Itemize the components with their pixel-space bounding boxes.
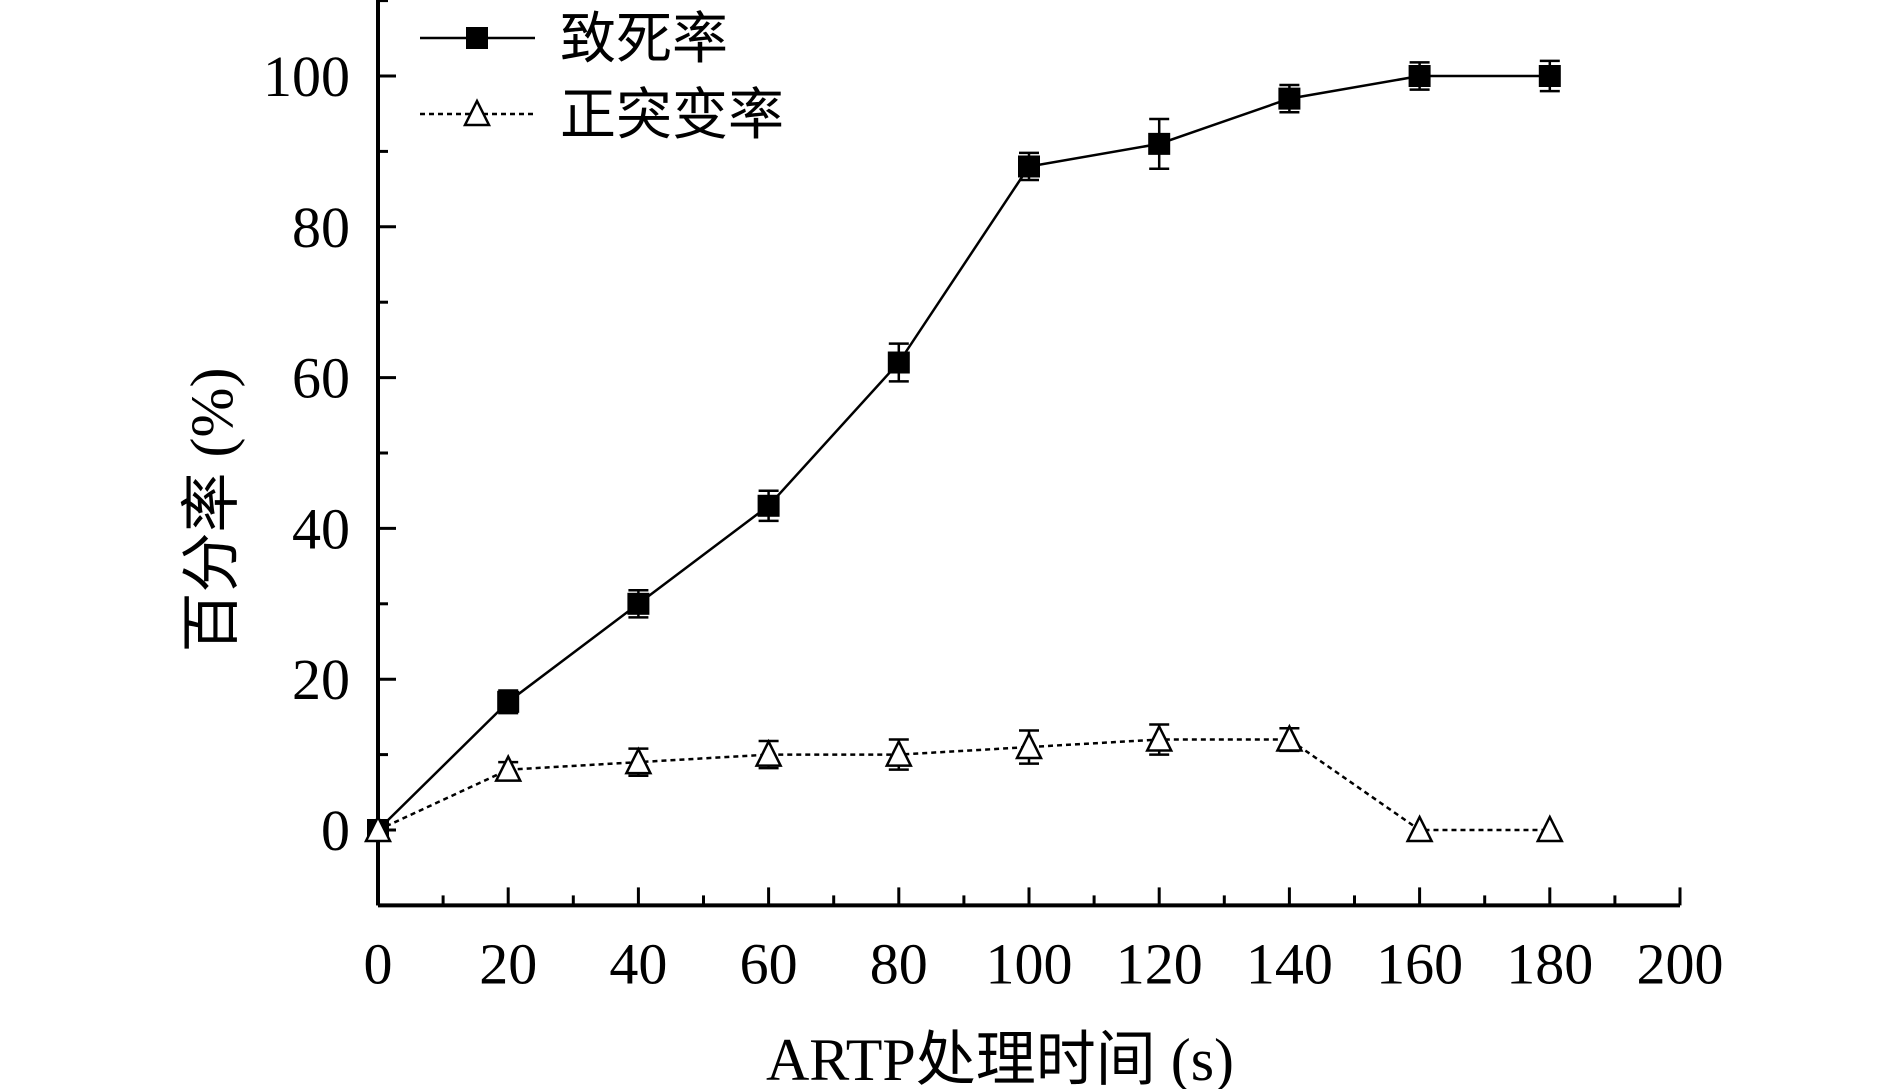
data-point [624, 746, 653, 775]
data-point [363, 814, 393, 843]
series-line [377, 738, 1550, 832]
y-tick-label: 100 [263, 44, 350, 109]
data-point [1405, 814, 1434, 843]
y-tick-label: 40 [292, 496, 350, 561]
data-point [494, 753, 523, 782]
legend-marker [462, 98, 492, 127]
data-point [757, 494, 780, 517]
x-tick-label: 140 [1246, 931, 1333, 996]
data-point [887, 351, 910, 374]
y-tick-label: 80 [292, 195, 350, 260]
data-point [754, 738, 783, 767]
x-tick-label: 160 [1376, 931, 1463, 996]
x-tick-label: 60 [740, 931, 798, 996]
y-axis-label: 百分率 (%) [179, 368, 245, 653]
legend-marker [466, 27, 488, 49]
data-point [1018, 155, 1040, 178]
series-1 [367, 59, 1561, 841]
x-tick-label: 100 [986, 931, 1073, 996]
x-tick-label: 180 [1506, 931, 1593, 996]
x-tick-label: 80 [870, 931, 928, 996]
data-point [1538, 65, 1561, 87]
y-tick-label: 0 [321, 798, 350, 863]
data-point [1014, 731, 1044, 760]
chart-series [363, 59, 1564, 843]
y-tick-label: 60 [292, 346, 350, 411]
x-tick-label: 20 [479, 931, 537, 996]
x-tick-label: 120 [1116, 931, 1203, 996]
data-point [1145, 723, 1174, 752]
x-tick-label: 200 [1637, 931, 1724, 996]
series-line [377, 74, 1550, 831]
data-point [1148, 132, 1171, 155]
data-point [1278, 87, 1301, 110]
x-tick-label: 0 [364, 931, 393, 996]
data-point [627, 592, 650, 615]
data-point [1535, 814, 1564, 843]
data-point [884, 738, 913, 767]
legend-entry-1: 致死率 [420, 7, 728, 72]
legend-entry-2: 正突变率 [420, 83, 784, 148]
x-tick-label: 40 [609, 931, 667, 996]
data-point [497, 690, 520, 713]
y-tick-label: 20 [292, 647, 350, 712]
legend-label: 致死率 [560, 7, 728, 72]
chart-ticks: 0 20 40 60 80 100 120 140 160 180 200 0 20 40 60 80 100 [263, 0, 1724, 996]
data-point [1408, 65, 1431, 87]
series-2 [363, 723, 1564, 843]
legend-label: 正突变率 [560, 83, 784, 148]
x-axis-label: ARTP处理时间 (s) [766, 1027, 1234, 1089]
data-point [1275, 723, 1304, 752]
